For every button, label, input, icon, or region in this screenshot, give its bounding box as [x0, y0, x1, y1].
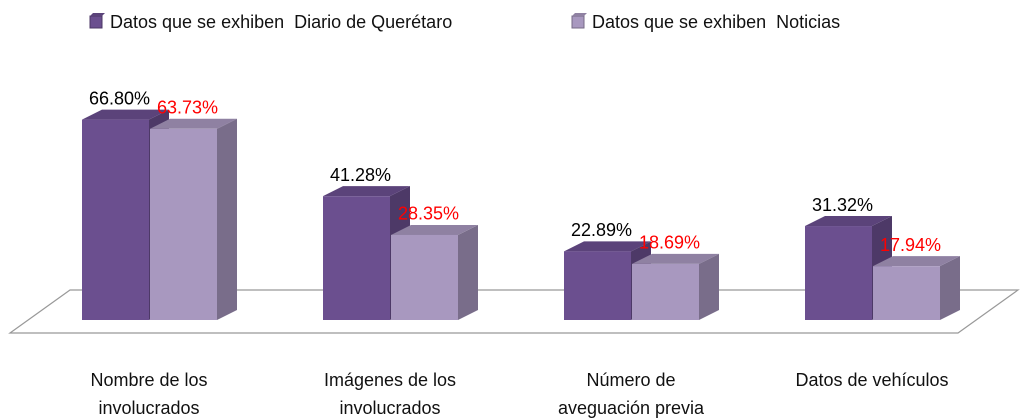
bar-top — [632, 253, 719, 264]
x-tick-label: Número de aveguación previa — [557, 370, 705, 418]
legend-label: Datos que se exhiben Diario de Querétaro — [110, 12, 452, 32]
bar-top — [564, 241, 651, 252]
bar-top — [323, 186, 410, 197]
bar-front — [564, 251, 631, 320]
value-label: 63.73% — [157, 98, 218, 118]
bar-top — [391, 224, 478, 235]
floor — [8, 289, 1020, 334]
bar-front — [873, 266, 940, 320]
value-label: 28.35% — [398, 204, 459, 224]
bar — [873, 256, 960, 320]
x-tick-label: Datos de vehículos — [795, 370, 949, 390]
bar-front — [805, 226, 872, 320]
bar — [391, 224, 478, 320]
bar-side — [458, 224, 478, 320]
x-tick-label: Imágenes de los involucrados — [323, 370, 457, 418]
bar-top — [805, 216, 892, 227]
bar-top — [873, 256, 960, 267]
bar-top — [82, 109, 169, 120]
bar-side — [699, 253, 719, 320]
legend-swatch — [571, 15, 585, 29]
legend-label: Datos que se exhiben Noticias — [592, 12, 840, 32]
bar-front — [82, 119, 149, 320]
bar-front — [150, 128, 217, 320]
bar-front — [391, 234, 458, 320]
value-label: 66.80% — [89, 88, 150, 108]
bar-side — [217, 118, 237, 320]
value-label: 22.89% — [571, 220, 632, 240]
value-label: 18.69% — [639, 233, 700, 253]
bar-top — [150, 118, 237, 129]
value-label: 41.28% — [330, 165, 391, 185]
bar-front — [323, 196, 390, 320]
legend-swatch-top — [572, 13, 587, 16]
value-label: 31.32% — [812, 195, 873, 215]
x-tick-label: Nombre de los involucrados — [90, 370, 208, 418]
legend-swatch-top — [90, 13, 105, 16]
bar-front — [632, 263, 699, 320]
bar — [632, 253, 719, 320]
bar-side — [940, 256, 960, 320]
legend-swatch — [89, 15, 103, 29]
bar — [150, 118, 237, 320]
value-label: 17.94% — [880, 235, 941, 255]
bar — [323, 186, 410, 320]
